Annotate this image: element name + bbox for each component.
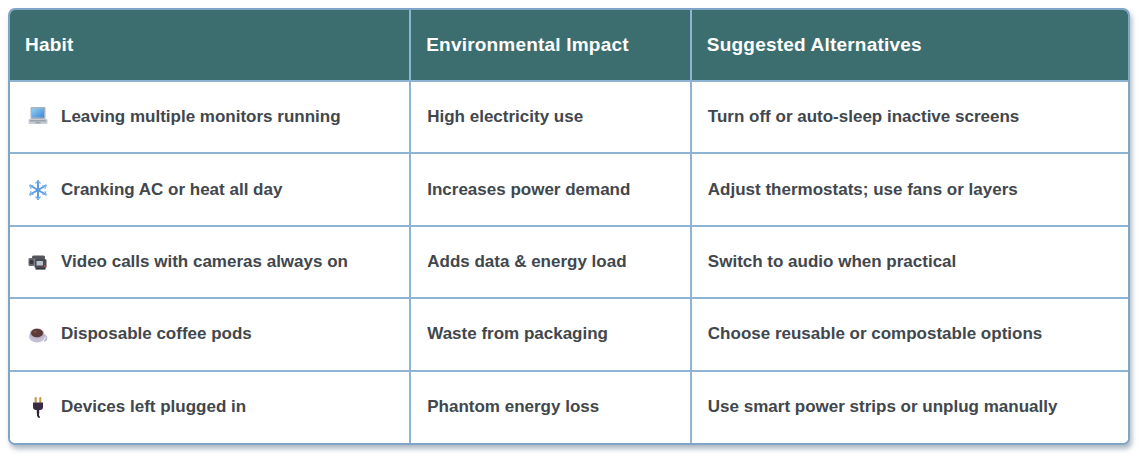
column-header-habit: Habit	[10, 10, 410, 81]
column-header-suggested-alternatives: Suggested Alternatives	[691, 10, 1128, 81]
habits-table: Habit Environmental Impact Suggested Alt…	[10, 10, 1128, 443]
alternative-cell: Turn off or auto-sleep inactive screens	[691, 81, 1128, 153]
alternative-cell: Switch to audio when practical	[691, 226, 1128, 298]
impact-cell: Phantom energy loss	[410, 371, 691, 443]
habit-label: Devices left plugged in	[61, 397, 246, 417]
alternative-cell: Choose reusable or compostable options	[691, 298, 1128, 370]
habit-label: Cranking AC or heat all day	[61, 180, 282, 200]
table-row: Cranking AC or heat all day Increases po…	[10, 153, 1128, 225]
snowflake-icon	[26, 178, 50, 202]
table-row: Devices left plugged in Phantom energy l…	[10, 371, 1128, 443]
video-camera-icon	[26, 250, 50, 274]
impact-cell: Increases power demand	[410, 153, 691, 225]
alternative-cell: Adjust thermostats; use fans or layers	[691, 153, 1128, 225]
coffee-cup-icon	[26, 322, 50, 346]
table-row: Disposable coffee pods Waste from packag…	[10, 298, 1128, 370]
alternative-cell: Use smart power strips or unplug manuall…	[691, 371, 1128, 443]
column-header-environmental-impact: Environmental Impact	[410, 10, 691, 81]
table-row: Video calls with cameras always on Adds …	[10, 226, 1128, 298]
table-row: Leaving multiple monitors running High e…	[10, 81, 1128, 153]
impact-cell: Adds data & energy load	[410, 226, 691, 298]
habits-table-container: Habit Environmental Impact Suggested Alt…	[8, 8, 1130, 445]
habit-label: Leaving multiple monitors running	[61, 107, 341, 127]
laptop-icon	[26, 105, 50, 129]
habit-label: Disposable coffee pods	[61, 324, 252, 344]
table-header: Habit Environmental Impact Suggested Alt…	[10, 10, 1128, 81]
impact-cell: High electricity use	[410, 81, 691, 153]
habit-label: Video calls with cameras always on	[61, 252, 348, 272]
impact-cell: Waste from packaging	[410, 298, 691, 370]
electric-plug-icon	[26, 395, 50, 419]
